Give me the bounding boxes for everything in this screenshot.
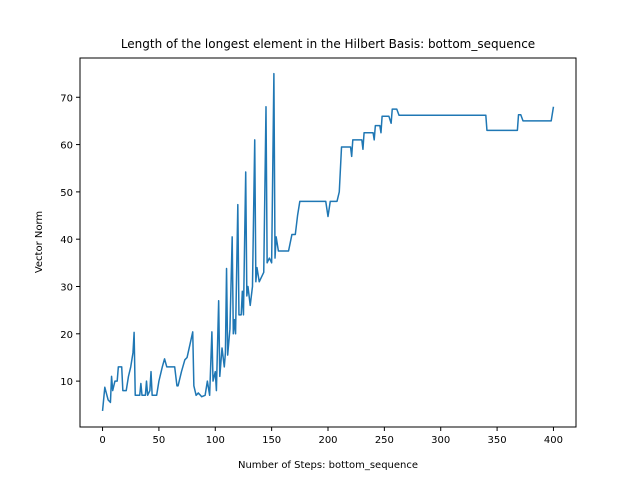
- x-tick-label: 100: [206, 435, 225, 446]
- y-axis-label: Vector Norm: [34, 211, 45, 273]
- y-tick-label: 40: [60, 235, 73, 246]
- chart-title: Length of the longest element in the Hil…: [121, 37, 535, 51]
- y-tick-label: 70: [60, 93, 73, 104]
- x-tick-label: 250: [375, 435, 394, 446]
- plot-frame: [79, 57, 577, 428]
- x-axis-label: Number of Steps: bottom_sequence: [238, 460, 418, 471]
- x-tick-label: 0: [99, 435, 105, 446]
- x-tick-label: 300: [431, 435, 450, 446]
- y-tick-label: 30: [60, 282, 73, 293]
- x-tick-label: 400: [544, 435, 563, 446]
- y-tick-label: 60: [60, 141, 73, 152]
- y-tick-label: 50: [60, 188, 73, 199]
- y-tick-label: 10: [60, 377, 73, 388]
- x-tick-label: 150: [262, 435, 281, 446]
- x-tick-label: 350: [488, 435, 507, 446]
- x-tick-label: 50: [153, 435, 166, 446]
- x-tick-label: 200: [318, 435, 337, 446]
- y-tick-label: 20: [60, 330, 73, 341]
- data-line: [101, 72, 555, 411]
